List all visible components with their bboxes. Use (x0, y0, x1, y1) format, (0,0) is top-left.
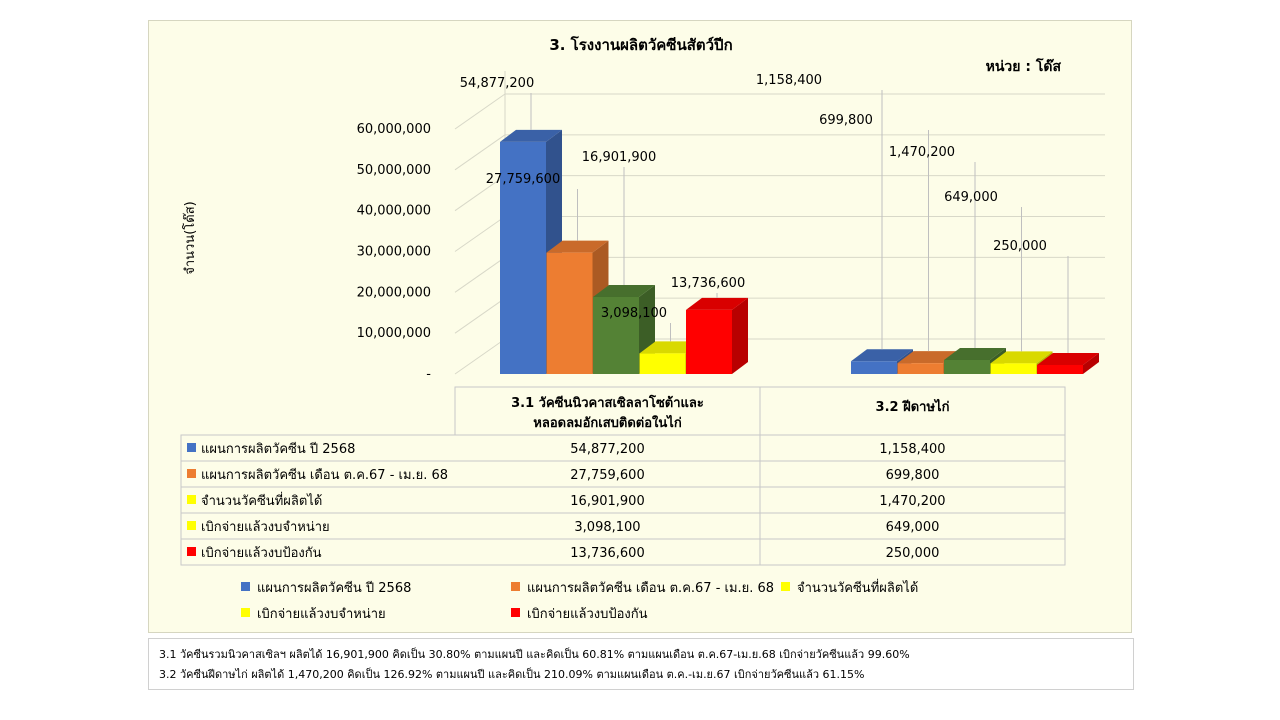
bar-top (990, 351, 1053, 364)
gridline-side (454, 93, 506, 130)
data-label: 27,759,600 (486, 172, 560, 187)
table-cell-value: 16,901,900 (570, 494, 644, 509)
bar (686, 309, 732, 374)
gridline-side (454, 338, 506, 375)
table-cell-value: 649,000 (886, 520, 940, 535)
table-cell-value: 27,759,600 (570, 468, 644, 483)
bar-top (851, 349, 913, 362)
legend-label: แผนการผลิตวัคซีน ปี 2568 (257, 580, 411, 596)
category-label: 3.1 วัคซีนนิวคาสเซิลลาโซต้าและ (511, 394, 704, 411)
legend-swatch (511, 608, 520, 617)
data-label: 699,800 (819, 113, 873, 128)
table-legend-swatch (187, 547, 196, 556)
table-row-label: แผนการผลิตวัคซีน เดือน ต.ค.67 - เม.ย. 68 (201, 467, 448, 483)
y-tick-label: 20,000,000 (357, 285, 431, 300)
note-line-2: 3.2 วัคซีนฝีดาษไก่ ผลิตได้ 1,470,200 คิด… (159, 668, 865, 681)
bar-top (944, 347, 1006, 360)
bar (500, 141, 546, 374)
table-cell-value: 250,000 (886, 546, 940, 561)
legend-label: เบิกจ่ายแล้วงบป้องกัน (527, 607, 648, 622)
table-row (180, 538, 1066, 566)
table-cell-value: 1,158,400 (879, 442, 945, 457)
table-legend-swatch (187, 495, 196, 504)
y-tick-label: 30,000,000 (357, 245, 431, 260)
category-label: 3.2 ฝีดาษไก่ (876, 398, 950, 415)
bar (1037, 364, 1083, 374)
unit-label: หน่วย : โด๊ส (986, 57, 1062, 75)
data-label: 649,000 (944, 190, 998, 205)
bar-side (732, 297, 748, 374)
table-legend-swatch (187, 443, 196, 452)
bar (546, 252, 593, 374)
gridline-side (454, 216, 506, 252)
bar-top (500, 129, 562, 142)
bar (593, 296, 639, 374)
bar-top (546, 240, 609, 253)
gridline-side (454, 134, 506, 171)
note-line-1: 3.1 วัคซีนรวมนิวคาสเซิลฯ ผลิตได้ 16,901,… (159, 648, 910, 661)
legend-label: เบิกจ่ายแล้วงบจำหน่าย (257, 607, 386, 622)
table-row-label: เบิกจ่ายแล้วงบป้องกัน (201, 546, 322, 561)
bar-top (686, 297, 748, 310)
chart-title: 3. โรงงานผลิตวัคซีนสัตว์ปีก (549, 35, 732, 54)
data-label: 1,470,200 (889, 145, 955, 160)
vaccine-bar-chart: 3. โรงงานผลิตวัคซีนสัตว์ปีกหน่วย : โด๊สจ… (180, 35, 1105, 622)
table-cell-value: 54,877,200 (570, 442, 644, 457)
table-legend-swatch (187, 469, 196, 478)
y-tick-label: - (426, 367, 431, 382)
legend-label: จำนวนวัคซีนที่ผลิตได้ (797, 579, 918, 596)
table-cell-value: 699,800 (886, 468, 940, 483)
y-tick-label: 10,000,000 (357, 326, 431, 341)
gridline-side (454, 175, 506, 212)
bar (897, 363, 944, 374)
data-label: 16,901,900 (582, 150, 656, 165)
table-cell-value: 13,736,600 (570, 546, 644, 561)
y-tick-label: 50,000,000 (357, 163, 431, 178)
data-label: 13,736,600 (671, 276, 745, 291)
y-tick-label: 40,000,000 (357, 204, 431, 219)
legend-swatch (241, 582, 250, 591)
legend-swatch (511, 582, 520, 591)
table-cell-value: 3,098,100 (574, 520, 640, 535)
data-label: 3,098,100 (601, 306, 667, 321)
bar-side (1083, 352, 1099, 374)
data-label: 1,158,400 (756, 73, 822, 88)
table-row-label: แผนการผลิตวัคซีน ปี 2568 (201, 441, 355, 457)
legend-swatch (241, 608, 250, 617)
y-tick-label: 60,000,000 (357, 122, 431, 137)
data-label: 250,000 (993, 239, 1047, 254)
bar-top (1037, 352, 1099, 365)
bar (851, 361, 897, 374)
data-label: 54,877,200 (460, 76, 534, 91)
table-cell-value: 1,470,200 (879, 494, 945, 509)
table-row-label: จำนวนวัคซีนที่ผลิตได้ (201, 492, 322, 509)
bar-top (593, 284, 655, 297)
table-row-label: เบิกจ่ายแล้วงบจำหน่าย (201, 520, 330, 535)
bar (990, 363, 1037, 374)
table-legend-swatch (187, 521, 196, 530)
bar (944, 359, 990, 374)
legend-label: แผนการผลิตวัคซีน เดือน ต.ค.67 - เม.ย. 68 (527, 580, 774, 596)
gridline-side (454, 297, 506, 334)
gridline-side (454, 256, 506, 293)
y-axis-title: จำนวน(โด๊ส) (182, 201, 198, 275)
chart-panel: 3. โรงงานผลิตวัคซีนสัตว์ปีกหน่วย : โด๊สจ… (148, 20, 1132, 633)
notes-panel: 3.1 วัคซีนรวมนิวคาสเซิลฯ ผลิตได้ 16,901,… (148, 638, 1134, 690)
category-label: หลอดลมอักเสบติดต่อในไก่ (533, 414, 682, 431)
legend-swatch (781, 582, 790, 591)
bar (639, 353, 686, 374)
